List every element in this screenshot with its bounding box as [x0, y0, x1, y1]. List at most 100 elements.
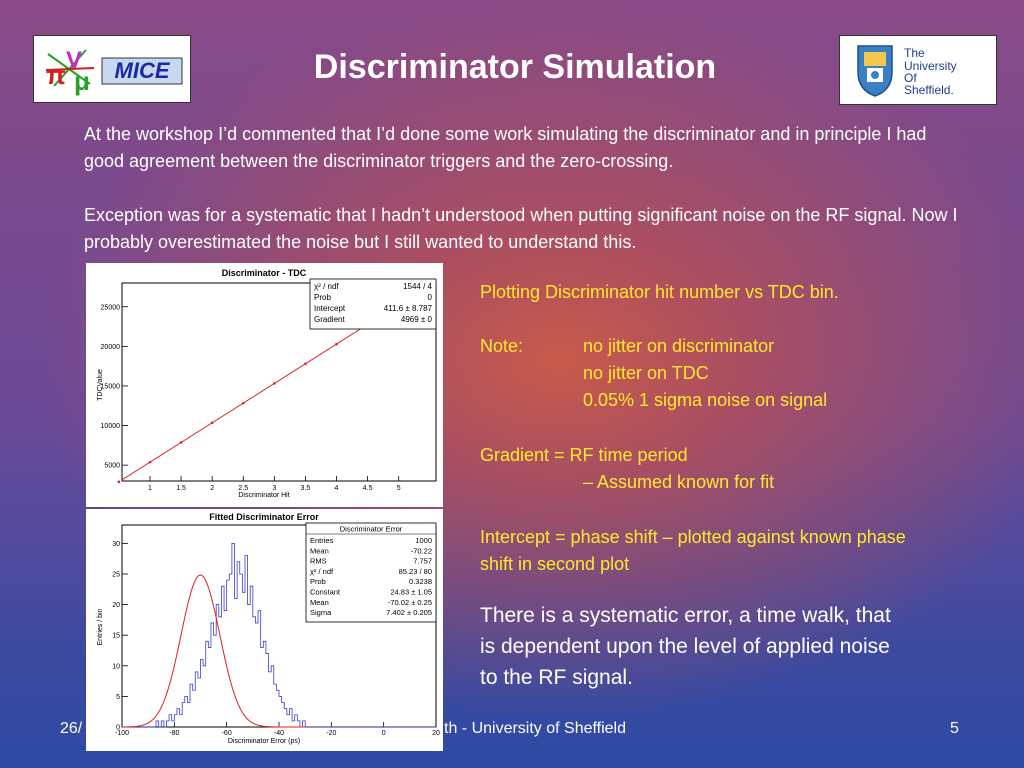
plot-frame: [121, 282, 437, 482]
sheffield-logo-graphic: The University Of Sheffield.: [857, 45, 957, 97]
stats-value: 0.3238: [409, 577, 432, 586]
exception-paragraph: Exception was for a systematic that I ha…: [84, 205, 958, 252]
footer-text: th - University of Sheffield: [444, 720, 627, 737]
stats-label: Entries: [310, 536, 334, 545]
x-tick-label: 5: [397, 485, 401, 492]
y-tick-label: 15000: [101, 383, 121, 390]
tdc-plot: Discriminator - TDC 1 1.5 2 2.5 3 3.5 4 4.5 5 5000…: [86, 263, 443, 507]
note-label: Note:: [480, 336, 524, 356]
y-tick-label: 20000: [101, 344, 121, 351]
y-tick-label: 5: [116, 694, 120, 701]
intercept-note: Intercept = phase shift – plotted agains…: [480, 527, 906, 574]
data-point: [273, 382, 276, 385]
sheffield-logo-line1: The: [904, 46, 925, 60]
stats-label: Mean: [310, 598, 329, 607]
x-tick-label: -60: [222, 730, 232, 737]
data-point: [179, 441, 183, 444]
x-tick-label: 3: [272, 485, 276, 492]
stats-value: -70.22: [411, 546, 432, 555]
stats-box: [305, 522, 437, 623]
stats-value: 1000: [415, 536, 432, 545]
x-tick-label: 4.5: [363, 485, 373, 492]
data-point: [210, 421, 214, 425]
x-tick-label: 1: [148, 485, 152, 492]
tdc-plot-svg: Discriminator - TDC 1 1.5 2 2.5 3 3.5 4 4.5 5 5000…: [97, 268, 437, 499]
x-tick-label: -20: [326, 730, 336, 737]
slide-title: Discriminator Simulation: [313, 48, 717, 86]
stats-label: Prob: [310, 577, 326, 586]
error-histogram-svg: Fitted Discriminator Error -100 -80 -60 -40 -…: [97, 512, 440, 745]
mice-logo-graphic: π V μ MICE: [40, 42, 183, 96]
x-tick-label: 2: [210, 485, 214, 492]
stats-value: 24.83 ± 1.05: [390, 588, 432, 597]
stats-value: 7.757: [413, 557, 432, 566]
note-item: no jitter on discriminator: [583, 336, 775, 356]
stats-label: Prob: [314, 293, 331, 302]
chart-title: Fitted Discriminator Error: [209, 512, 319, 522]
page-number: 5: [950, 720, 959, 737]
data-point: [304, 362, 307, 366]
mice-logo-text: MICE: [115, 58, 171, 83]
stats-label: Gradient: [314, 315, 345, 324]
svg-text:μ: μ: [74, 66, 90, 96]
x-tick-label: 3.5: [301, 485, 311, 492]
x-tick-label: 2.5: [238, 485, 248, 492]
stats-label: RMS: [310, 557, 327, 566]
sheffield-logo: The University Of Sheffield.: [839, 35, 997, 105]
x-axis-label: Discriminator Hit: [238, 492, 289, 499]
stats-label: χ² / ndf: [310, 567, 334, 576]
stats-label: Mean: [310, 546, 329, 555]
sheffield-logo-line4: Sheffield.: [904, 83, 954, 97]
stats-value: 4969 ± 0: [401, 315, 433, 324]
y-tick-label: 20: [112, 602, 120, 609]
intro-paragraph: At the workshop I’d commented that I’d d…: [84, 124, 927, 171]
systematic-error-note: There is a systematic error, a time walk…: [480, 604, 891, 689]
svg-text:π: π: [46, 60, 66, 90]
stats-value: 1544 / 4: [403, 282, 432, 291]
stats-value: 411.6 ± 8.787: [384, 304, 433, 313]
error-histogram-plot: Fitted Discriminator Error -100 -80 -60 -40 -…: [86, 509, 443, 751]
x-axis-label: Discriminator Error (ps): [228, 738, 300, 745]
y-tick-label: 25000: [101, 304, 121, 311]
stats-value: 85.23 / 80: [399, 567, 432, 576]
data-point: [117, 480, 121, 484]
mice-logo: π V μ MICE: [33, 35, 191, 103]
y-axis-label: TDCValue: [97, 369, 104, 401]
stats-label: Constant: [310, 588, 341, 597]
y-tick-label: 25: [112, 571, 120, 578]
footer-date: 26/: [60, 720, 83, 737]
stats-value: 0: [428, 293, 433, 302]
stats-title: Discriminator Error: [340, 525, 403, 534]
chart-title: Discriminator - TDC: [222, 268, 307, 278]
y-tick-label: 30: [112, 541, 120, 548]
stats-value: 7.402 ± 0.205: [386, 608, 432, 617]
note-item: 0.05% 1 sigma noise on signal: [583, 390, 828, 410]
x-tick-label: 1.5: [176, 485, 186, 492]
y-axis-label: Entries / bin: [97, 608, 104, 645]
x-tick-label: -80: [169, 730, 179, 737]
y-tick-label: 5000: [104, 463, 120, 470]
histogram: [122, 542, 436, 728]
x-tick-label: 20: [432, 730, 440, 737]
y-tick-label: 15: [112, 633, 120, 640]
x-tick-label: -40: [274, 730, 284, 737]
gradient-note: – Assumed known for fit: [583, 472, 775, 492]
y-tick-label: 10000: [101, 423, 121, 430]
x-tick-label: -100: [115, 730, 129, 737]
x-tick-label: 4: [335, 485, 339, 492]
sheffield-logo-line3: Of: [904, 71, 917, 85]
stats-label: χ² / ndf: [314, 282, 339, 291]
svg-text:V: V: [66, 47, 82, 74]
data-point: [335, 342, 338, 346]
y-tick-label: 0: [116, 725, 120, 732]
data-point: [148, 460, 152, 464]
gaussian-fit-curve: [121, 574, 306, 728]
stats-box: [309, 278, 437, 330]
x-tick-label: 0: [382, 730, 386, 737]
sheffield-logo-line2: University: [904, 59, 957, 73]
y-tick-label: 10: [112, 663, 120, 670]
stats-label: Intercept: [314, 304, 346, 313]
stats-value: -70.02 ± 0.25: [388, 598, 432, 607]
stats-label: Sigma: [310, 608, 332, 617]
data-point: [241, 401, 245, 405]
